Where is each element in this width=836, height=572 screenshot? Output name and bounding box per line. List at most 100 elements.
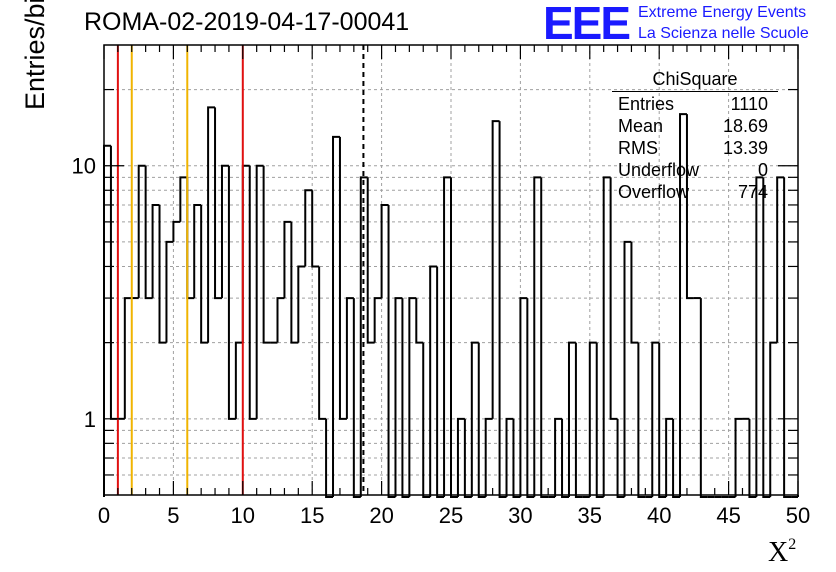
histogram-bin [526, 298, 535, 498]
histogram-bin [450, 177, 458, 498]
histogram-bin [609, 177, 618, 420]
brand-line-1: Extreme Energy Events [638, 4, 807, 21]
histogram-bin [234, 341, 243, 419]
histogram-bin [651, 341, 660, 497]
x-tick-label: 25 [439, 503, 463, 528]
histogram-bin [394, 297, 403, 497]
histogram-bin [422, 342, 431, 498]
histogram-bin [227, 165, 236, 420]
histogram-bin [103, 144, 111, 497]
histogram-bin [762, 177, 771, 498]
brand-line-2: La Scienza nelle Scuole [638, 25, 809, 42]
histogram-bin [123, 297, 132, 419]
axes: 0 5 10 15 20 25 30 35 40 45 50 1 10 [72, 44, 810, 528]
histogram-bin [359, 176, 368, 497]
histogram-bin [602, 176, 611, 497]
x-tick-label: 35 [578, 503, 602, 528]
histogram-bin [456, 417, 465, 497]
histogram-bin [109, 145, 118, 420]
y-tick-label: 10 [72, 154, 96, 179]
eee-logo: EEE [543, 1, 631, 45]
histogram-bin [297, 265, 306, 343]
stat-row-mean: Mean 18.69 [618, 116, 768, 136]
histogram-bin [311, 190, 320, 268]
histogram-bin [255, 164, 264, 419]
histogram-bin [290, 221, 299, 344]
grid-lines [104, 45, 798, 495]
histogram-bin [776, 176, 785, 343]
stats-title: ChiSquare [652, 69, 738, 89]
brand-text: Extreme Energy Events La Scienza nelle S… [638, 2, 809, 44]
histogram-bin [387, 204, 396, 498]
histogram-bin [658, 342, 667, 498]
histogram-bin [755, 176, 764, 497]
histogram-bin [505, 417, 514, 497]
x-tick-label: 30 [508, 503, 532, 528]
histogram-bin [567, 341, 576, 497]
histogram-bin [477, 342, 486, 498]
histogram-bin [318, 266, 327, 420]
reference-lines [116, 45, 365, 495]
histogram-bin [533, 176, 542, 497]
histogram-bin [595, 342, 604, 498]
x-tick-label: 45 [716, 503, 740, 528]
histogram-bin [207, 106, 216, 343]
x-tick-label: 15 [300, 503, 324, 528]
histogram-bin [554, 417, 563, 497]
histogram-bin [783, 177, 792, 498]
histogram-bin [144, 165, 153, 300]
histogram-bin [540, 177, 549, 498]
x-axis-label: X2 [768, 536, 797, 568]
histogram-bin [248, 165, 257, 420]
histogram-bin [325, 418, 334, 498]
y-tick-label: 1 [84, 407, 96, 432]
histogram-bin [165, 240, 174, 343]
histogram-bin [220, 164, 229, 299]
histogram-bin [338, 136, 347, 420]
histogram-bin [672, 418, 681, 498]
histogram-bin [498, 121, 507, 498]
stat-row-entries: Entries 1110 [618, 94, 768, 114]
histogram-bin [588, 341, 597, 497]
stats-separator [612, 91, 778, 92]
stat-row-rms: RMS 13.39 [618, 138, 768, 158]
histogram-bin [241, 164, 250, 343]
histogram-bin [200, 204, 209, 344]
histogram-bin [512, 418, 521, 498]
histogram-bin [352, 298, 361, 498]
histogram-bin [429, 265, 438, 497]
histogram-bin [262, 165, 271, 344]
histogram-bin [561, 418, 569, 498]
histogram-bin [679, 113, 687, 497]
histogram-bin [179, 176, 188, 222]
histogram-bin [304, 189, 313, 267]
histogram-bin [408, 297, 417, 497]
histogram-bin [283, 220, 292, 299]
histogram-bin [491, 120, 500, 419]
histogram-bin [332, 135, 340, 497]
x-tick-label: 5 [167, 503, 179, 528]
histogram-bin [623, 240, 632, 497]
histogram-bin [685, 114, 694, 300]
y-axis-label: Entries/bin [20, 0, 50, 110]
histogram-bin [699, 298, 708, 498]
x-tick-label: 0 [98, 503, 110, 528]
histogram-bin [137, 164, 146, 299]
histogram-bin [186, 177, 195, 300]
x-tick-label: 10 [231, 503, 255, 528]
x-tick-label: 40 [647, 503, 671, 528]
histogram-bin [158, 204, 167, 344]
histogram-bin [637, 342, 646, 498]
histogram-bin [463, 418, 472, 498]
histogram-bin [345, 297, 354, 419]
histogram-bin [380, 203, 389, 299]
x-tick-label: 20 [369, 503, 393, 528]
stats-box: ChiSquare Entries 1110 Mean 18.69 RMS 13.39… [612, 67, 778, 207]
histogram-bin [373, 297, 382, 343]
chart-title: ROMA-02-2019-04-17-00041 [84, 8, 410, 36]
x-tick-label: 50 [786, 503, 810, 528]
histogram-bin [436, 266, 445, 498]
histogram-bin [366, 177, 375, 344]
histogram-bin [193, 203, 202, 299]
